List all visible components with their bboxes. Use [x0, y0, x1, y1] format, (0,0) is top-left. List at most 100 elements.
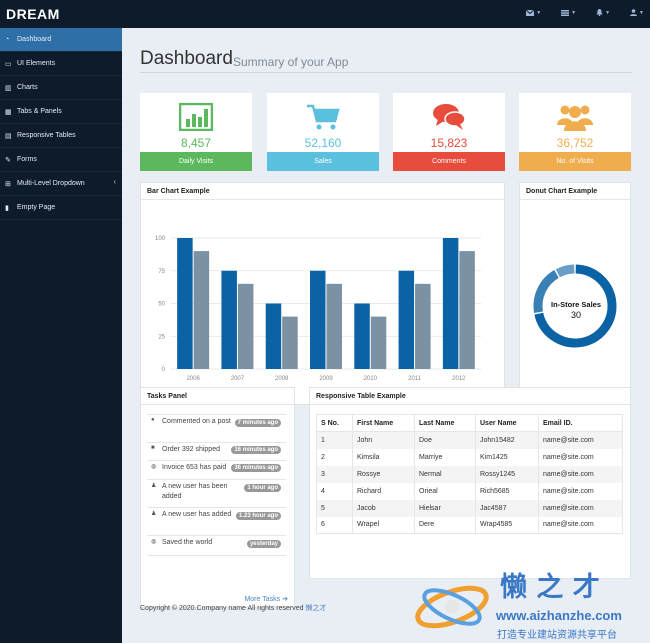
task-item[interactable]: ◍ Saved the world yesterday — [147, 536, 286, 556]
bar-series-2-2006[interactable] — [193, 251, 210, 369]
task-item[interactable]: ♟ A new user has been added 1 hour ago — [147, 480, 286, 508]
table-row[interactable]: 3 Rossye Nermal Rossy1245 name@site.com — [316, 465, 623, 483]
sidebar-item-label: UI Elements — [17, 60, 56, 67]
task-item[interactable]: ◍ Invoice 653 has paid 36 minutes ago — [147, 461, 286, 480]
column-header[interactable]: Email ID. — [538, 414, 623, 432]
user-icon[interactable]: ▼ — [630, 9, 644, 16]
bar-series-2-2009[interactable] — [326, 283, 343, 369]
sidebar-item-label: Empty Page — [17, 204, 56, 211]
task-time-badge: 1 hour ago — [244, 484, 281, 492]
page-subtitle: Summary of your App — [233, 55, 349, 69]
bar-series-1-2007[interactable] — [221, 270, 237, 369]
task-item[interactable]: ♟ A new user has added 1.23 hour ago — [147, 508, 286, 536]
page-title: Dashboard — [140, 48, 233, 69]
donut-segment[interactable] — [533, 270, 559, 313]
user-icon: ♟ — [151, 511, 157, 517]
task-item[interactable]: ● Commented on a post 7 minutes ago — [147, 414, 286, 443]
sidebar-item-forms[interactable]: ✎ Forms — [0, 148, 122, 172]
bar-series-2-2012[interactable] — [459, 251, 475, 369]
edit-icon: ✎ — [5, 156, 11, 164]
task-text: Order 392 shipped — [162, 446, 220, 453]
column-header[interactable]: First Name — [352, 414, 415, 432]
tasks-icon[interactable]: ▼ — [561, 9, 576, 16]
bell-icon[interactable]: ▼ — [596, 9, 610, 16]
sitemap-icon: ⊞ — [5, 180, 11, 188]
bar-chart-panel: Bar Chart Example 0 25 50 75 100 2006 2007 2008… — [140, 182, 505, 405]
task-text: Saved the world — [162, 539, 213, 546]
sidebar-item-charts[interactable]: ▥ Charts — [0, 76, 122, 100]
stat-box-daily-visits: 8,457 Daily Visits — [140, 93, 252, 171]
column-header[interactable]: User Name — [475, 414, 539, 432]
watermark-slogan: 打造专业建站资源共享平台 — [497, 630, 617, 641]
bar-series-1-2006[interactable] — [177, 238, 193, 369]
sidebar-item-ui-elements[interactable]: ▭ UI Elements — [0, 52, 122, 76]
stat-value: 15,823 — [430, 136, 468, 150]
sidebar-item-multi-level-dropdown[interactable]: ⊞ Multi-Level Dropdown ‹ — [0, 172, 122, 196]
column-header[interactable]: Last Name — [414, 414, 476, 432]
task-time-badge: yesterday — [246, 540, 281, 548]
panel-title: Responsive Table Example — [310, 388, 630, 405]
table-cell: name@site.com — [538, 482, 623, 500]
dashboard-icon: ◔ — [5, 36, 10, 43]
comments-icon — [393, 103, 505, 131]
table-cell: Hielsar — [414, 499, 476, 517]
sidebar-item-empty-page[interactable]: ▮ Empty Page — [0, 196, 122, 220]
task-time-badge: 16 minutes ago — [231, 446, 281, 454]
task-time-badge: 36 minutes ago — [231, 464, 281, 472]
stat-box-visits: 36,752 No. of Visits — [519, 93, 631, 171]
table-row[interactable]: 4 Richard Orieal Rich5685 name@site.com — [316, 482, 623, 500]
bar-series-1-2008[interactable] — [265, 303, 282, 370]
table-row[interactable]: 1 John Doe John15482 name@site.com — [316, 431, 623, 449]
more-tasks-link[interactable]: More Tasks ➔ — [244, 595, 288, 604]
table-row[interactable]: 6 Wrapel Dere Wrap4585 name@site.com — [316, 516, 623, 534]
task-item[interactable]: ■ Order 392 shipped 16 minutes ago — [147, 443, 286, 461]
watermark: 懒 之 才 www.aizhanzhe.com 打造专业建站资源共享平台 — [412, 565, 650, 643]
envelope-icon[interactable]: ▼ — [526, 9, 541, 16]
bar-series-1-2009[interactable] — [310, 270, 326, 369]
tasks-panel: Tasks Panel ● Commented on a post 7 minu… — [140, 387, 295, 608]
task-time-badge: 7 minutes ago — [234, 419, 281, 427]
table-cell: 1 — [316, 431, 353, 449]
globe-icon: ◍ — [151, 539, 157, 545]
file-icon: ▮ — [5, 204, 9, 212]
donut-center-label: In-Store Sales — [551, 300, 601, 309]
bar-series-2-2011[interactable] — [415, 283, 431, 369]
stat-label: No. of Visits — [519, 152, 631, 171]
brand-logo[interactable]: DREAM — [6, 6, 60, 22]
x-tick-label: 2008 — [275, 376, 289, 382]
qrcode-icon: ▦ — [5, 108, 12, 116]
sidebar-item-tabs-panels[interactable]: ▦ Tabs & Panels — [0, 100, 122, 124]
donut-center-value: 30 — [571, 310, 581, 320]
task-text: Commented on a post — [162, 418, 231, 425]
watermark-logo — [415, 585, 489, 629]
chevron-left-icon: ‹ — [113, 179, 116, 186]
table-row[interactable]: 5 Jacob Hielsar Jac4587 name@site.com — [316, 499, 623, 517]
stat-box-sales: 52,160 Sales — [267, 93, 379, 171]
donut-segment[interactable] — [534, 264, 617, 348]
bar-series-1-2011[interactable] — [398, 270, 415, 369]
sidebar-item-responsive-tables[interactable]: ▤ Responsive Tables — [0, 124, 122, 148]
comment-icon: ● — [151, 417, 155, 423]
sidebar-item-label: Dashboard — [17, 36, 52, 43]
table-cell: Nermal — [414, 465, 476, 483]
truck-icon: ■ — [151, 445, 155, 451]
footer-link[interactable]: 懒之才 — [305, 605, 327, 612]
sidebar-item-dashboard[interactable]: ◔ Dashboard — [0, 28, 122, 52]
table-cell: name@site.com — [538, 448, 623, 466]
bar-series-1-2012[interactable] — [442, 238, 459, 369]
stat-value: 8,457 — [180, 136, 212, 150]
bar-series-2-2007[interactable] — [237, 283, 254, 369]
x-tick-label: 2007 — [231, 376, 245, 382]
column-header[interactable]: S No. — [316, 414, 353, 432]
donut-segment[interactable] — [555, 264, 575, 278]
donut-chart: In-Store Sales 30 — [533, 264, 617, 348]
bar-series-2-2010[interactable] — [370, 316, 387, 369]
bar-series-1-2010[interactable] — [354, 303, 370, 370]
bar-series-2-2008[interactable] — [282, 316, 298, 369]
arrow-circle-right-icon: ➔ — [282, 596, 288, 603]
footer-copyright: Copyright © 2020.Company name All rights… — [140, 605, 306, 612]
table-cell: Jac4587 — [475, 499, 539, 517]
table-row[interactable]: 2 Kimsila Marriye Kim1425 name@site.com — [316, 448, 623, 466]
top-navbar: DREAM ▼ ▼ ▼ ▼ — [0, 0, 650, 28]
task-list: ● Commented on a post 7 minutes ago ■ Or… — [141, 414, 296, 582]
